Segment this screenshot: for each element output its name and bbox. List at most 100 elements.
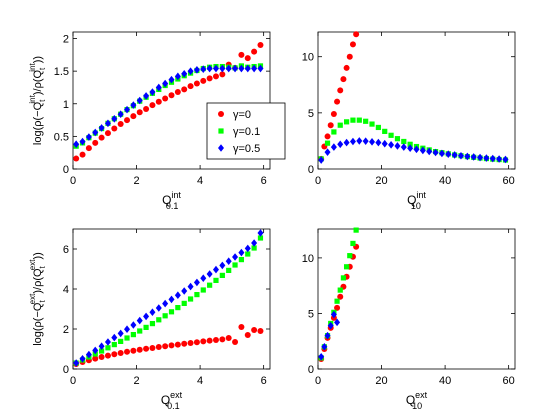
- data-point: [181, 287, 188, 295]
- data-point: [375, 138, 382, 147]
- data-point: [337, 140, 344, 149]
- x-axis-label: Qext 0.1: [161, 390, 183, 411]
- data-point: [181, 340, 188, 347]
- data-point: [155, 304, 162, 312]
- data-point: [212, 73, 219, 80]
- data-point: [137, 328, 143, 334]
- data-point: [407, 144, 414, 153]
- y-tick-label: 4: [63, 284, 69, 296]
- data-point: [318, 156, 325, 164]
- data-point: [136, 109, 143, 116]
- data-point: [79, 151, 86, 158]
- data-point: [136, 96, 143, 105]
- data-point: [124, 335, 130, 341]
- data-point: [257, 42, 264, 49]
- data-point: [117, 350, 124, 356]
- data-point: [238, 248, 245, 257]
- data-point: [104, 119, 111, 128]
- axes-frame: [317, 31, 516, 170]
- data-point: [257, 235, 264, 241]
- data-point: [130, 332, 136, 338]
- data-point: [244, 332, 251, 338]
- data-point: [104, 130, 111, 137]
- data-point: [155, 344, 162, 350]
- data-point: [334, 318, 341, 327]
- data-point: [353, 227, 359, 233]
- data-point: [238, 324, 245, 330]
- data-point: [245, 251, 251, 257]
- legend-marker: [218, 144, 224, 152]
- x-tick-label: 0: [70, 175, 76, 187]
- data-point: [232, 253, 239, 261]
- data-point: [232, 64, 239, 73]
- x-tick-label: 2: [133, 375, 139, 387]
- data-point: [334, 298, 340, 304]
- data-point: [401, 138, 407, 145]
- y-tick-label: 6: [63, 244, 69, 256]
- data-point: [181, 86, 188, 93]
- data-point: [181, 300, 187, 306]
- y-tick-label: 2: [63, 324, 69, 336]
- x-tick-label: 40: [439, 175, 451, 187]
- legend-label: γ=0.5: [233, 143, 260, 155]
- data-point: [143, 324, 149, 330]
- y-tick-label: 10: [302, 52, 314, 64]
- data-point: [343, 64, 350, 71]
- y-label-sub: t: [38, 265, 47, 268]
- legend-label: γ=0.1: [233, 126, 260, 138]
- data-point: [174, 89, 181, 96]
- data-point: [200, 274, 207, 282]
- data-point: [98, 124, 105, 132]
- data-point: [219, 71, 226, 78]
- data-point: [98, 354, 105, 360]
- data-point: [337, 293, 344, 300]
- data-point: [251, 48, 258, 55]
- data-point: [330, 310, 337, 319]
- data-point: [98, 342, 105, 350]
- data-point: [334, 98, 341, 105]
- x-tick-label: 4: [197, 375, 203, 387]
- data-point: [187, 340, 194, 346]
- data-point: [207, 282, 213, 288]
- series-blue: [318, 310, 341, 361]
- y-label-sup: ext: [28, 293, 37, 304]
- data-point: [143, 92, 150, 100]
- data-point: [187, 282, 194, 291]
- data-point: [346, 53, 353, 60]
- axes-frame: [72, 31, 271, 170]
- series-green: [318, 227, 359, 361]
- data-point: [200, 338, 207, 345]
- data-point: [496, 155, 503, 163]
- data-point: [181, 69, 188, 78]
- data-point: [168, 342, 175, 349]
- data-point: [149, 102, 156, 109]
- data-point: [162, 299, 169, 308]
- data-point: [136, 346, 143, 353]
- data-point: [194, 292, 200, 298]
- data-point: [117, 329, 124, 338]
- data-point: [73, 155, 80, 162]
- data-point: [212, 337, 219, 343]
- data-point: [149, 88, 156, 96]
- y-label-part: )/ρ(Q: [32, 70, 44, 96]
- data-point: [111, 114, 118, 123]
- x-label-sup: int: [416, 190, 426, 200]
- data-point: [327, 122, 334, 129]
- data-point: [225, 64, 232, 73]
- y-tick-label: 1: [63, 99, 69, 111]
- data-point: [98, 348, 105, 354]
- y-label-sup: int: [28, 62, 37, 71]
- y-tick-label: 0.5: [54, 131, 69, 143]
- y-tick-label: 2: [63, 34, 69, 46]
- data-point: [104, 338, 111, 346]
- data-point: [353, 31, 360, 38]
- data-point: [340, 275, 347, 281]
- x-label-base: Q: [407, 193, 416, 207]
- data-point: [200, 77, 207, 84]
- data-point: [162, 313, 168, 319]
- data-point: [257, 229, 264, 237]
- x-tick-label: 4: [197, 175, 203, 187]
- data-point: [244, 64, 251, 73]
- data-point: [369, 121, 375, 127]
- data-point: [343, 138, 350, 147]
